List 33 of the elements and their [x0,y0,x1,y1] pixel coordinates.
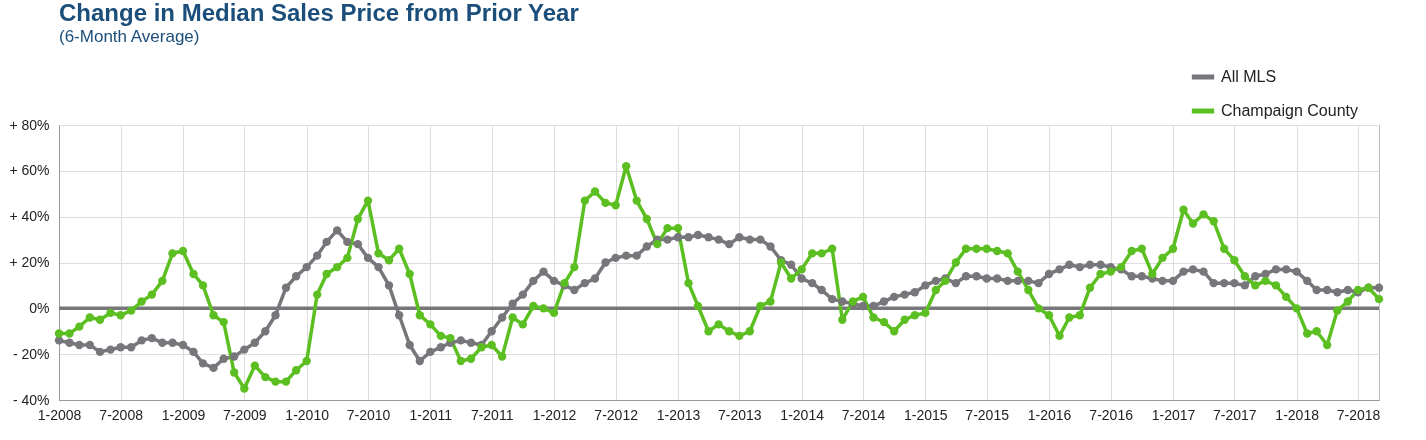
x-tick-label: 7-2015 [965,406,1010,423]
x-tick-label: 7-2016 [1089,406,1134,423]
x-tick-label: 1-2013 [656,406,701,423]
x-tick-label: 1-2017 [1151,406,1196,423]
x-tick-label: 7-2010 [346,406,391,423]
y-tick-label: + 60% [9,162,50,179]
y-tick-label: + 20% [9,254,50,270]
x-tick-label: 1-2012 [532,406,577,423]
x-tick-label: 1-2015 [904,406,948,423]
x-tick-label: 1-2014 [780,406,825,423]
chart-title: Change in Median Sales Price from Prior Year [59,0,579,26]
x-tick-label: 7-2014 [841,406,886,423]
x-tick-label: 7-2011 [470,406,514,423]
x-tick-label: 1-2010 [285,406,330,423]
x-tick-label: 1-2016 [1027,406,1072,423]
legend-label: Champaign County [1221,102,1358,119]
legend-label: All MLS [1221,68,1277,85]
x-tick-label: 1-2018 [1275,406,1320,423]
y-tick-label: - 40% [12,391,50,408]
x-tick-label: 7-2012 [594,406,639,423]
y-tick-label: 0% [29,299,50,316]
y-tick-label: - 20% [12,345,50,362]
x-tick-label: 1-2011 [409,406,453,423]
x-tick-label: 1-2008 [37,406,82,423]
y-tick-label: + 40% [9,208,50,225]
x-tick-label: 7-2017 [1213,406,1257,423]
x-tick-label: 7-2008 [99,406,144,423]
y-tick-label: + 80% [9,116,50,133]
x-tick-label: 7-2018 [1336,406,1381,423]
x-tick-label: 7-2009 [223,406,267,423]
x-tick-label: 1-2009 [161,406,206,423]
x-tick-label: 7-2013 [718,406,762,423]
chart-subtitle: (6-Month Average) [59,27,200,46]
